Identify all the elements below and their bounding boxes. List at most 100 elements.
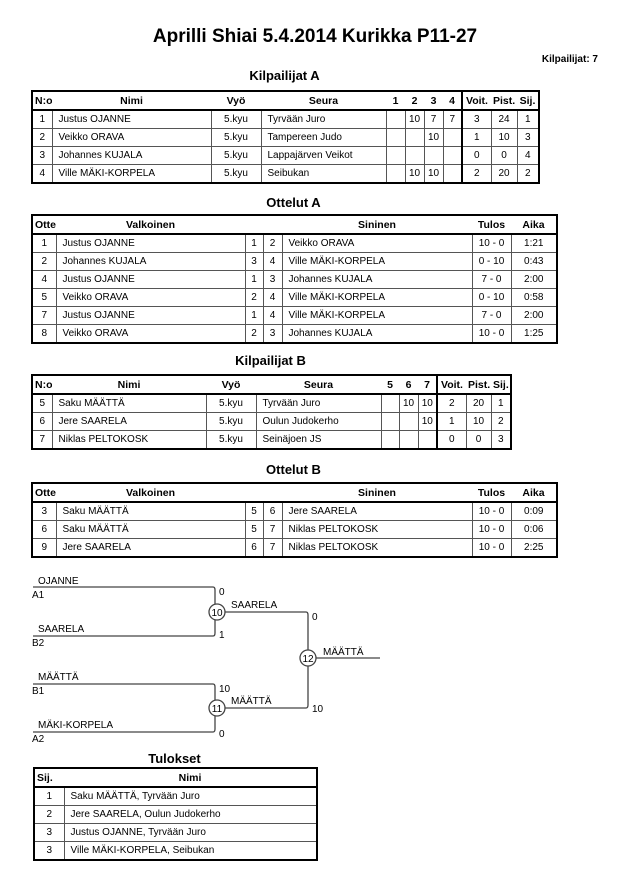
bracket-line (33, 683, 216, 700)
bracket-seed: A1 (32, 590, 45, 601)
column-header (245, 483, 263, 503)
column-header: Sij. (491, 375, 511, 395)
matches-a-table: OtteluValkoinenSininenTulosAika1Justus O… (31, 214, 558, 344)
column-header: Valkoinen (56, 215, 245, 235)
bracket-score: 0 (219, 587, 225, 598)
table-cell: 1:25 (510, 324, 558, 344)
table-cell: 10 - 0 (471, 538, 512, 558)
matches-b-table: OtteluValkoinenSininenTulosAika3Saku MÄÄ… (31, 482, 558, 558)
table-cell: Jere SAARELA (55, 538, 246, 558)
table-row: 1 Justus OJANNE 5.kyu Tyrvään Juro 10 7 7 3 24 1 (31, 109, 540, 129)
table-row: 1 Saku MÄÄTTÄ, Tyrvään Juro (33, 786, 318, 806)
table-cell: 3 (490, 430, 512, 450)
bracket-score: 10 (219, 684, 231, 695)
table-row: 8 Veikko ORAVA 2 3 Johannes KUJALA 10 - 0 1:25 (31, 324, 558, 344)
column-header: N:o (32, 375, 52, 395)
bracket-name: MÄÄTTÄ (38, 671, 79, 683)
column-header: Sij. (34, 768, 64, 788)
heading-competitors-b: Kilpailijat B (235, 353, 306, 368)
results-table: Sij. Nimi 1 Saku MÄÄTTÄ, Tyrvään Juro 2 Jere … (33, 767, 318, 861)
bracket-score: 1 (219, 630, 225, 641)
column-header: 7 (418, 375, 437, 395)
table-row: 4 Ville MÄKI-KORPELA 5.kyu Seibukan 10 10 2 20 2 (31, 164, 540, 184)
table-cell: Ville MÄKI-KORPELA, Seibukan (63, 841, 318, 861)
column-header: Tulos (472, 215, 511, 235)
column-header: Ottelu (32, 483, 56, 503)
bracket-line (33, 586, 216, 604)
column-header: 6 (399, 375, 418, 395)
competitors-a-table: N:o Nimi Vyö Seura 1 2 3 4 Voit. Pist. Sij. 1 Justus… (31, 90, 540, 184)
table-cell: 4 (31, 164, 53, 184)
table-cell: 8 (31, 324, 57, 344)
competitor-count: Kilpailijat: 7 (541, 54, 598, 65)
bracket-seed: A2 (32, 734, 45, 745)
column-header: Nimi (64, 768, 317, 788)
heading-matches-b: Ottelut B (266, 462, 321, 477)
column-header: Voit. (436, 375, 466, 395)
table-row: 5 Saku MÄÄTTÄ 5.kyu Tyrvään Juro 10 10 2 20 1 (31, 393, 512, 413)
match-number: 10 (211, 608, 223, 619)
table-cell: 2 (490, 412, 512, 431)
column-header: 5 (381, 375, 399, 395)
heading-matches-a: Ottelut A (266, 195, 321, 210)
table-cell: 0 (461, 146, 492, 165)
column-header: Aika (511, 483, 557, 503)
table-cell: Jere SAARELA, Oulun Judokerho (63, 805, 318, 824)
column-header (263, 215, 282, 235)
table-row: 9 Jere SAARELA 6 7 Niklas PELTOKOSK 10 - 0 2:2… (31, 538, 558, 558)
table-row: 3 Johannes KUJALA 5.kyu Lappajärven Veikot 0… (31, 146, 540, 165)
bracket-name: OJANNE (38, 576, 79, 587)
bracket-seed: B2 (32, 638, 45, 649)
match-number: 11 (212, 704, 223, 715)
bracket-winner: MÄÄTTÄ (231, 695, 272, 707)
column-header: 2 (405, 91, 424, 111)
column-header: Sij. (517, 91, 539, 111)
bracket-champion: MÄÄTTÄ (323, 646, 364, 658)
match-number: 12 (302, 654, 314, 665)
column-header: Pist. (491, 91, 517, 111)
table-row: 7 Niklas PELTOKOSK 5.kyu Seinäjoen JS 0 0 3 (31, 430, 512, 450)
table-cell: Lappajärven Veikot (260, 146, 387, 165)
bracket-name: MÄKI-KORPELA (38, 719, 113, 731)
table-row: 3 Justus OJANNE, Tyrvään Juro (33, 823, 318, 842)
table-cell: 2 (516, 164, 540, 184)
bracket-line (33, 716, 216, 733)
bracket-line (225, 666, 309, 709)
table-row: 2 Jere SAARELA, Oulun Judokerho (33, 805, 318, 824)
table-cell: 7 (31, 430, 53, 450)
header-row: N:o Nimi Vyö Seura 5 6 7 Voit. Pist. Sij. (32, 375, 511, 395)
match-circle (208, 699, 226, 717)
table-cell: 2:25 (510, 538, 558, 558)
table-cell: 1 (33, 786, 65, 806)
table-cell: Justus OJANNE (55, 306, 246, 325)
table-cell: 3 (33, 841, 65, 861)
column-header: Aika (511, 215, 557, 235)
bracket-name: SAARELA (38, 624, 84, 635)
column-header: 1 (386, 91, 405, 111)
column-header: Vyö (206, 375, 256, 395)
column-header: Sininen (282, 215, 472, 235)
column-header: Pist. (466, 375, 491, 395)
table-row: 3 Ville MÄKI-KORPELA, Seibukan (33, 841, 318, 861)
table-cell: Jere SAARELA (51, 412, 207, 431)
competitors-b-table: N:o Nimi Vyö Seura 5 6 7 Voit. Pist. Sij. 5 Saku MÄ… (31, 374, 512, 450)
table-cell: 2 (33, 805, 65, 824)
column-header: Valkoinen (56, 483, 245, 503)
column-header: Vyö (211, 91, 261, 111)
column-header (263, 483, 282, 503)
column-header: N:o (32, 91, 52, 111)
table-cell: 5 (244, 520, 264, 539)
match-circle (299, 649, 317, 667)
table-cell: 2:00 (510, 306, 558, 325)
table-cell: 3 (33, 823, 65, 842)
page-title: Aprilli Shiai 5.4.2014 Kurikka P11-27 (152, 26, 478, 47)
column-header: 3 (424, 91, 443, 111)
table-cell: Justus OJANNE, Tyrvään Juro (63, 823, 318, 842)
bracket-score: 0 (312, 612, 318, 623)
match-circle (208, 603, 226, 621)
header-row: Sij. Nimi (34, 768, 317, 788)
